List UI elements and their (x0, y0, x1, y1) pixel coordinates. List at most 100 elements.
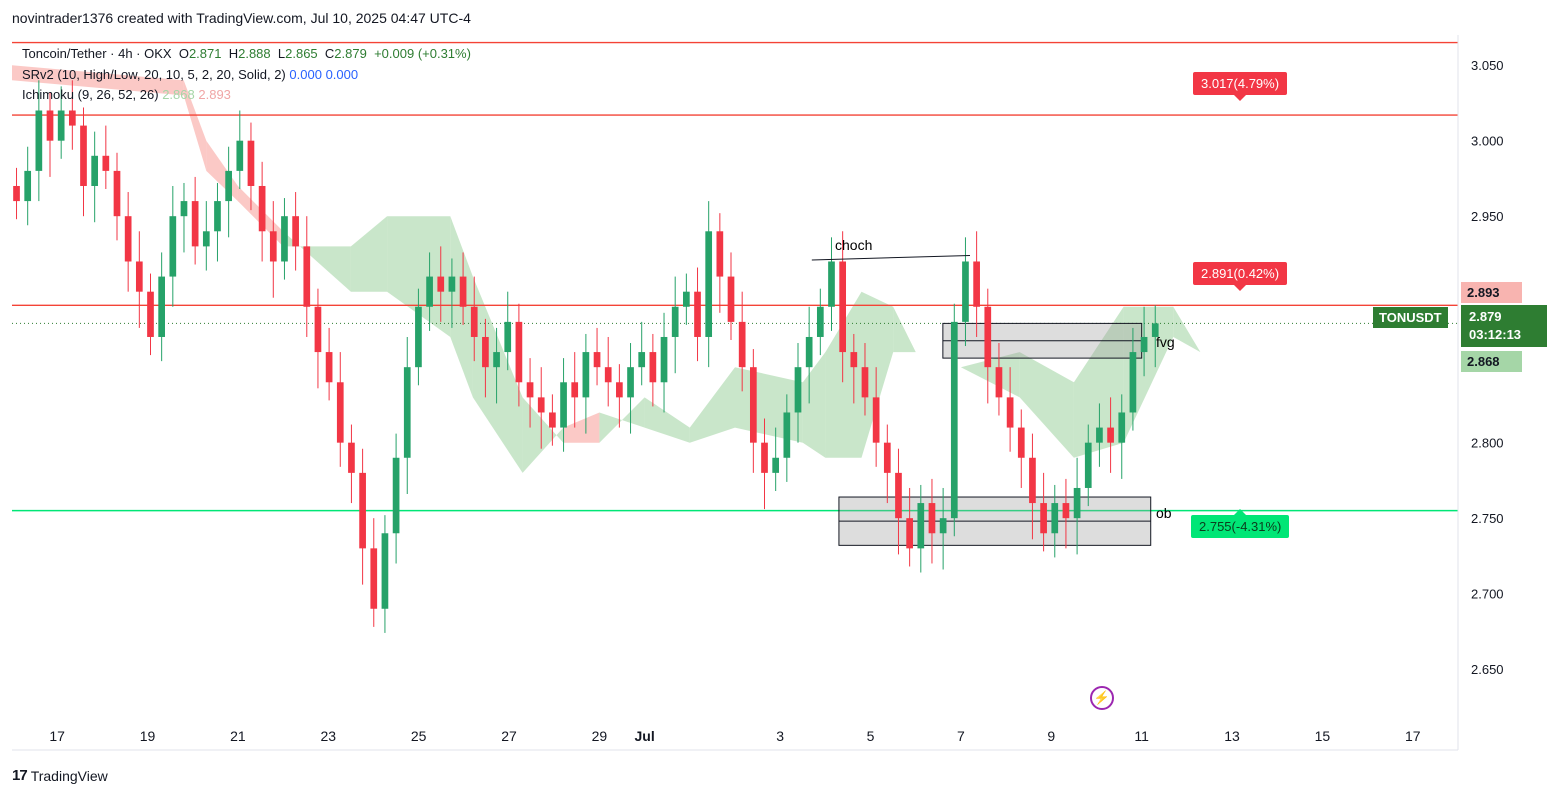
change-value: +0.009 (+0.31%) (374, 46, 471, 61)
candle (191, 176, 199, 265)
candle (57, 86, 65, 159)
candle-body (906, 518, 913, 549)
candle-body (202, 231, 210, 247)
candle-body (370, 548, 378, 609)
candle-body (616, 382, 623, 398)
cloud-segment (387, 216, 451, 337)
candle (13, 167, 20, 220)
x-tick-label: 23 (321, 728, 337, 744)
chart-attribution: novintrader1376 created with TradingView… (12, 10, 471, 26)
candle-body (984, 306, 992, 368)
candle-body (738, 321, 746, 368)
candle-body (571, 382, 579, 398)
candle (348, 424, 355, 504)
candle-body (359, 472, 366, 549)
candle (482, 318, 489, 398)
candle (549, 394, 556, 446)
cloud-segment (1173, 306, 1201, 353)
candle-body (649, 352, 657, 383)
candle (537, 367, 545, 449)
y-tick-label: 3.000 (1471, 134, 1504, 149)
candle-body (13, 185, 20, 202)
y-tick-label: 2.800 (1471, 436, 1504, 451)
candle-body (281, 216, 288, 262)
candle (872, 367, 880, 467)
candle (850, 333, 858, 404)
candle-body (850, 352, 858, 368)
candle (1051, 484, 1059, 558)
srv2-indicator-label[interactable]: SRv2 (10, High/Low, 20, 10, 5, 2, 20, So… (22, 66, 286, 82)
candle (281, 198, 288, 280)
candle (1084, 424, 1092, 507)
candle (627, 343, 634, 434)
lightning-icon[interactable]: ⚡ (1090, 686, 1114, 710)
candle (560, 358, 567, 452)
x-tick-label: 15 (1315, 728, 1331, 744)
target-mid-tag[interactable]: 2.891(0.42%) (1193, 262, 1288, 291)
candle (1017, 409, 1025, 488)
candle (515, 303, 523, 407)
ticker-tag: TONUSDT (1373, 307, 1448, 328)
candle (1096, 403, 1103, 467)
candle (448, 258, 456, 328)
candle-body (470, 306, 478, 337)
candle-body (861, 367, 869, 398)
candle-body (1140, 336, 1148, 353)
x-tick-label: 19 (140, 728, 156, 744)
candle-body (939, 518, 947, 534)
candle (202, 201, 210, 271)
ichimoku-row: Ichimoku (9, 26, 52, 26) 2.868 2.893 (22, 85, 471, 106)
candle (783, 394, 791, 482)
candle (928, 478, 936, 564)
tag-pointer-icon (1234, 285, 1247, 291)
candle-body (749, 367, 757, 443)
candle-body (348, 442, 355, 473)
candle-body (80, 125, 87, 186)
candle (582, 333, 590, 434)
choch-label: choch (835, 237, 872, 253)
footer-brand[interactable]: 17 TradingView (12, 767, 108, 784)
candle (437, 246, 445, 322)
candle-body (1084, 442, 1092, 488)
candle (616, 364, 623, 428)
candle-body (113, 170, 121, 217)
candle (415, 288, 422, 386)
low-label: L (277, 46, 286, 61)
candle-body (191, 201, 199, 247)
candle (660, 312, 668, 413)
candle (392, 433, 400, 564)
candle (370, 518, 378, 627)
ichimoku-indicator-label[interactable]: Ichimoku (9, 26, 52, 26) (22, 87, 159, 102)
candle-body (549, 412, 556, 428)
ohlc-row: Toncoin/Tether · 4h · OKX O2.871 H2.888 … (22, 44, 471, 65)
target-up-tag[interactable]: 3.017(4.79%) (1193, 72, 1288, 101)
candle-body (135, 261, 143, 292)
candle (80, 107, 87, 217)
high-label: H (228, 46, 239, 61)
y-tick-label: 2.700 (1471, 587, 1504, 602)
candle (694, 267, 701, 362)
cloud-segment (599, 397, 645, 443)
key-levels (12, 41, 1458, 512)
candle-body (805, 336, 813, 368)
candle (214, 182, 221, 262)
candle-body (526, 382, 534, 398)
candle (593, 327, 601, 386)
candle-body (950, 321, 958, 519)
target-down-tag[interactable]: 2.755(-4.31%) (1191, 509, 1290, 538)
candle (917, 484, 925, 573)
candle-body (995, 367, 1003, 398)
candle (716, 213, 724, 313)
candle (504, 291, 512, 371)
candle-body (314, 306, 322, 353)
symbol-name[interactable]: Toncoin/Tether · 4h · OKX (22, 46, 172, 61)
candle (269, 201, 277, 298)
candle-body (1062, 503, 1070, 519)
close-label: C (324, 46, 335, 61)
cloud-segment (1259, 337, 1291, 383)
x-tick-label: 5 (867, 728, 875, 744)
candle (169, 185, 177, 307)
candle-body (292, 216, 299, 247)
candle (180, 182, 188, 253)
